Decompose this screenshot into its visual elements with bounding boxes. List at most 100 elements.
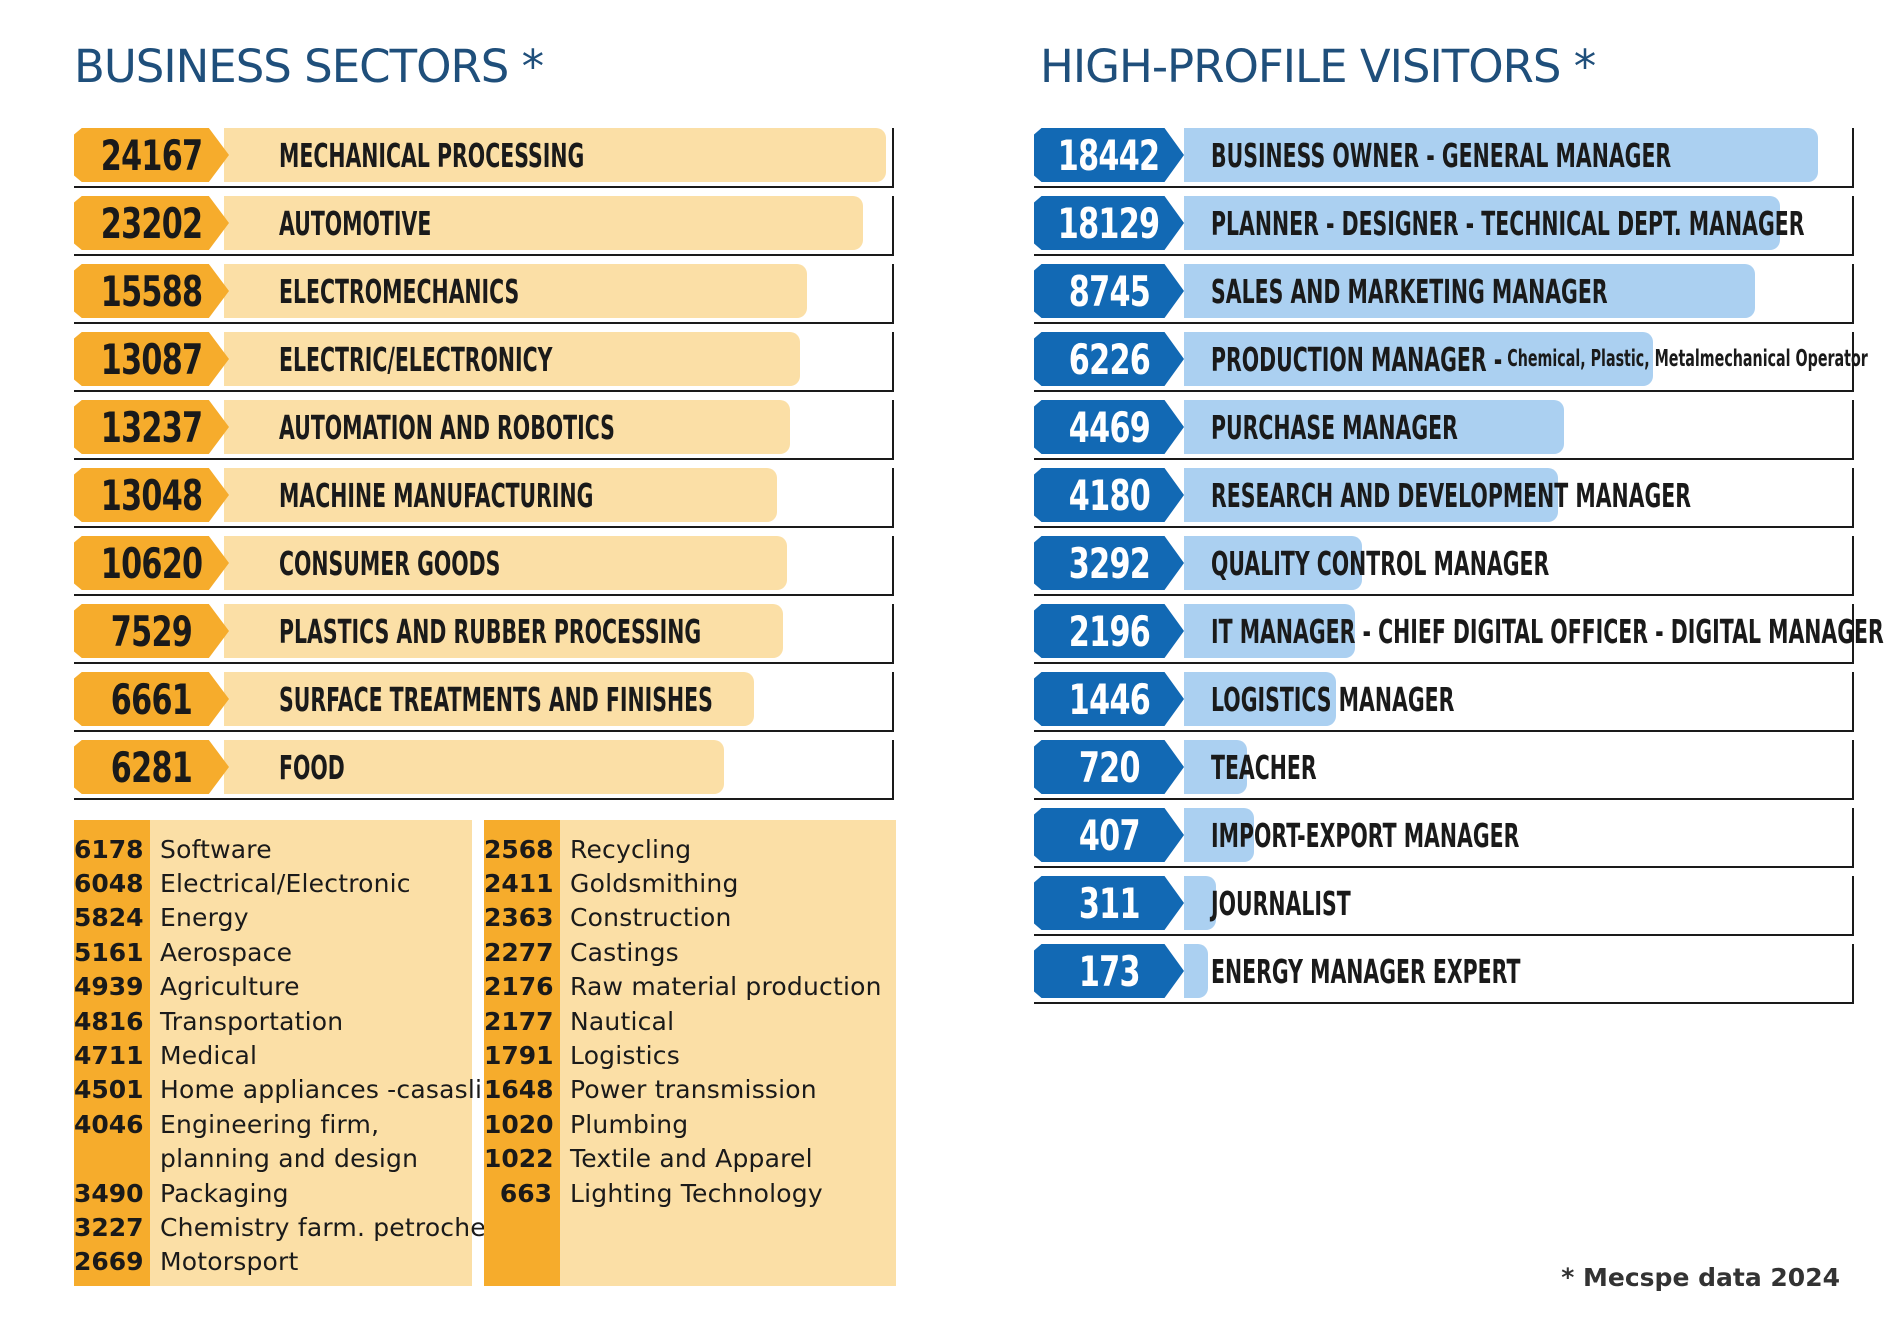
category-name: TEACHER (1211, 747, 1317, 787)
bar (224, 128, 886, 182)
category-name: PLANNER - DESIGNER - TECHNICAL DEPT. MAN… (1211, 203, 1805, 243)
value-label: 13048 (100, 470, 203, 520)
bar (1184, 264, 1755, 318)
sector-name: planning and design (160, 1144, 419, 1174)
bar-row: 6226 PRODUCTION MANAGER - Chemical, Plasti… (1034, 332, 1868, 392)
category-label: CONSUMER GOODS (279, 536, 500, 590)
bar-row: 8745 SALES AND MARKETING MANAGER (1034, 264, 1854, 324)
value-badge: 4180 (1034, 468, 1184, 522)
bar-frame (74, 468, 894, 528)
category-label: BUSINESS OWNER - GENERAL MANAGER (1211, 128, 1671, 182)
sector-name: Logistics (570, 1040, 680, 1070)
list-item: 4711 Medical (74, 1038, 257, 1072)
value-badge: 24167 (74, 128, 229, 182)
value-label: 1446 (1068, 674, 1150, 724)
list-item: 2669 Motorsport (74, 1245, 299, 1279)
value-badge: 7529 (74, 604, 229, 658)
category-label: PRODUCTION MANAGER - Chemical, Plastic, M… (1211, 332, 1868, 386)
value-badge: 10620 (74, 536, 229, 590)
bar-row: 10620 CONSUMER GOODS (74, 536, 894, 596)
high-profile-visitors-title: HIGH-PROFILE VISITORS * (1040, 40, 1596, 93)
bar-row: 13237 AUTOMATION AND ROBOTICS (74, 400, 894, 460)
category-name: AUTOMOTIVE (279, 203, 432, 243)
category-label: IT MANAGER - CHIEF DIGITAL OFFICER - DIG… (1211, 604, 1884, 658)
category-name: PURCHASE MANAGER (1211, 407, 1458, 447)
sector-name: Packaging (160, 1178, 289, 1208)
bar-frame (74, 264, 894, 324)
sector-count: 3490 (74, 1178, 144, 1208)
category-name: PRODUCTION MANAGER - (1211, 339, 1503, 379)
category-label: RESEARCH AND DEVELOPMENT MANAGER (1211, 468, 1691, 522)
bar (1184, 536, 1362, 590)
bar (224, 400, 790, 454)
value-badge: 6226 (1034, 332, 1184, 386)
category-label: PLANNER - DESIGNER - TECHNICAL DEPT. MAN… (1211, 196, 1804, 250)
value-badge: 18442 (1034, 128, 1184, 182)
list-item: 663 Lighting Technology (484, 1176, 823, 1210)
sector-count: 2363 (484, 903, 554, 933)
sector-count: 4939 (74, 972, 144, 1002)
category-name: SURFACE TREATMENTS AND FINISHES (279, 679, 713, 719)
value-badge: 8745 (1034, 264, 1184, 318)
bar (1184, 196, 1780, 250)
bar-frame (74, 400, 894, 460)
category-label: LOGISTICS MANAGER (1211, 672, 1454, 726)
sector-name: Agriculture (160, 972, 300, 1002)
sector-count: 1020 (484, 1109, 554, 1139)
value-label: 23202 (100, 198, 203, 248)
category-note: Chemical, Plastic, Metalmechanical Opera… (1507, 346, 1868, 372)
list-item: 2176 Raw material production (484, 970, 882, 1004)
list-item: 5161 Aerospace (74, 935, 292, 969)
bar-row: 6661 SURFACE TREATMENTS AND FINISHES (74, 672, 894, 732)
list-item: 2568 Recycling (484, 832, 691, 866)
category-label: SURFACE TREATMENTS AND FINISHES (279, 672, 713, 726)
bar-frame (74, 196, 894, 256)
list-item: 1791 Logistics (484, 1038, 680, 1072)
list-item: 4816 Transportation (74, 1004, 343, 1038)
bar-frame (1034, 808, 1854, 868)
number-column (484, 820, 560, 1286)
value-label: 4180 (1068, 470, 1150, 520)
bar-row: 15588 ELECTROMECHANICS (74, 264, 894, 324)
sector-count: 2177 (484, 1006, 554, 1036)
sector-count: 1791 (484, 1040, 554, 1070)
value-badge: 6281 (74, 740, 229, 794)
sector-count: 2176 (484, 972, 554, 1002)
bar-row: 18129 PLANNER - DESIGNER - TECHNICAL DEPT… (1034, 196, 1854, 256)
bar (1184, 128, 1818, 182)
bar-frame (1034, 468, 1854, 528)
category-name: ELECTROMECHANICS (279, 271, 520, 311)
bar (1184, 876, 1216, 930)
value-badge: 3292 (1034, 536, 1184, 590)
bar-frame (74, 672, 894, 732)
list-item: 2411 Goldsmithing (484, 866, 739, 900)
business-sectors-title: BUSINESS SECTORS * (74, 40, 544, 93)
list-item: 6178 Software (74, 832, 272, 866)
bar-frame (1034, 536, 1854, 596)
category-label: TEACHER (1211, 740, 1317, 794)
bar-row: 13048 MACHINE MANUFACTURING (74, 468, 894, 528)
bar (1184, 468, 1559, 522)
bar-frame (74, 128, 894, 188)
value-label: 6661 (110, 674, 193, 724)
bar (1184, 944, 1208, 998)
list-item: 2363 Construction (484, 901, 732, 935)
bar-frame (1034, 740, 1854, 800)
bar-row: 23202 AUTOMOTIVE (74, 196, 894, 256)
category-name: MECHANICAL PROCESSING (279, 135, 585, 175)
category-name: SALES AND MARKETING MANAGER (1211, 271, 1608, 311)
sector-count: 4501 (74, 1075, 144, 1105)
category-label: MECHANICAL PROCESSING (279, 128, 584, 182)
category-label: SALES AND MARKETING MANAGER (1211, 264, 1608, 318)
list-item: 2177 Nautical (484, 1004, 674, 1038)
sector-name: Motorsport (160, 1247, 299, 1277)
value-badge: 720 (1034, 740, 1184, 794)
value-badge: 4469 (1034, 400, 1184, 454)
category-name: LOGISTICS MANAGER (1211, 679, 1455, 719)
value-label: 6226 (1068, 334, 1150, 384)
bar-frame (1034, 196, 1854, 256)
sector-count: 1022 (484, 1144, 554, 1174)
list-item: 3490 Packaging (74, 1176, 289, 1210)
category-label: AUTOMATION AND ROBOTICS (279, 400, 615, 454)
bar-frame (1034, 876, 1854, 936)
